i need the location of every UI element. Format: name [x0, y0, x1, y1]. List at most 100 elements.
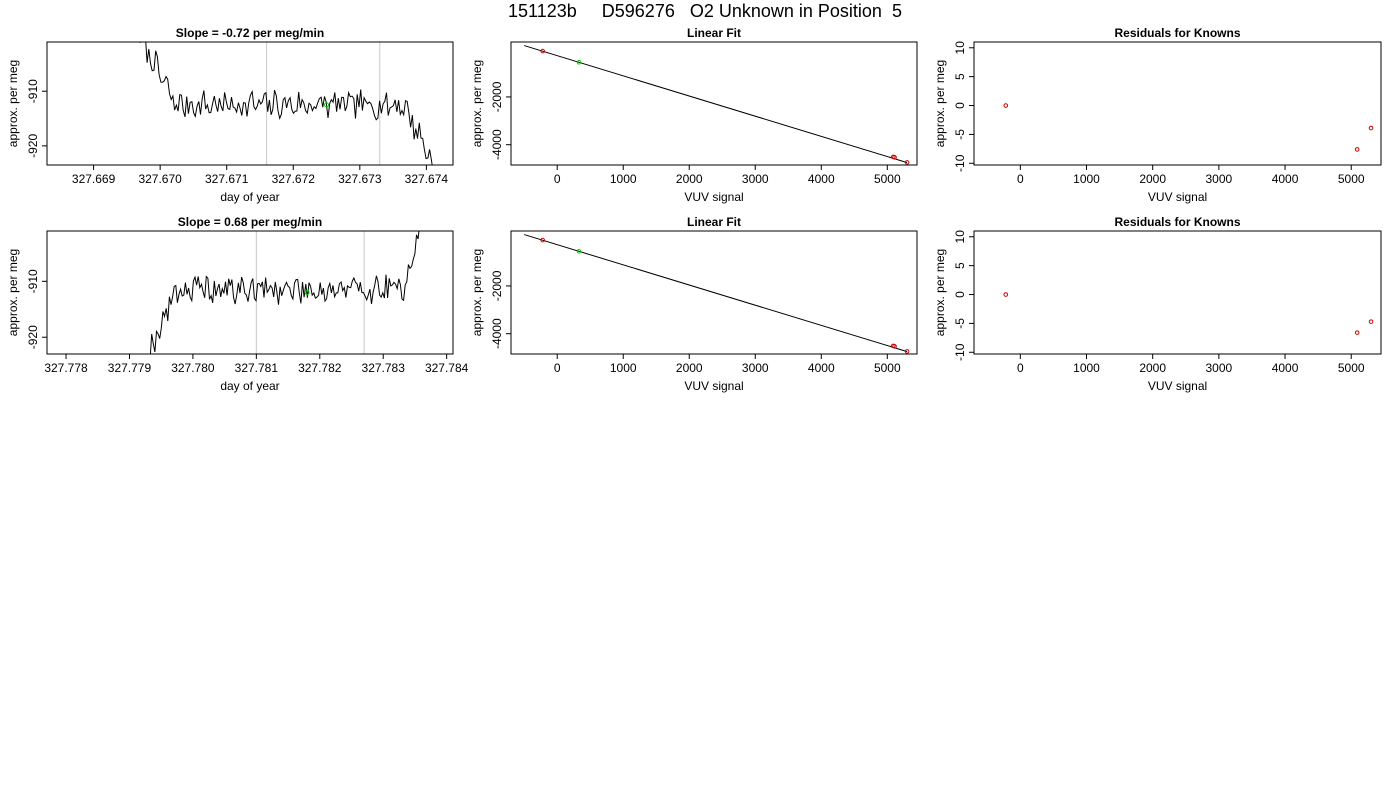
y-axis-label: approx. per meg	[933, 60, 947, 147]
x-tick-label: 327.781	[235, 361, 279, 375]
x-tick-label: 5000	[1338, 172, 1365, 186]
x-tick-label: 1000	[1073, 172, 1100, 186]
panel-title: Residuals for Knowns	[1114, 215, 1240, 229]
panel-title: Slope = -0.72 per meg/min	[176, 26, 324, 40]
fit-line	[524, 45, 908, 164]
y-tick-label: 5	[953, 73, 967, 80]
y-tick-label: -4000	[490, 318, 504, 349]
plot-frame	[973, 41, 1382, 166]
data-point	[1368, 319, 1374, 324]
y-tick-label: -910	[26, 269, 40, 293]
panel-res2: Residuals for Knowns 0 1000 2000 3000 4000 500…	[933, 215, 1382, 393]
y-tick-label: -920	[26, 325, 40, 349]
x-axis-label: VUV signal	[1148, 190, 1207, 204]
data-point	[576, 249, 582, 254]
plot-area	[524, 234, 910, 354]
x-tick-label: 1000	[610, 172, 637, 186]
y-tick-label: -10	[953, 343, 967, 361]
plot-area	[1003, 292, 1374, 335]
x-axis-label: VUV signal	[684, 190, 743, 204]
panel-res1: Residuals for Knowns 0 1000 2000 3000 4000 500…	[933, 26, 1382, 204]
x-tick-label: 327.669	[72, 172, 116, 186]
y-tick-label: 10	[953, 41, 967, 55]
data-point	[540, 237, 545, 243]
panel-title: Residuals for Knowns	[1114, 26, 1240, 40]
x-tick-label: 4000	[1272, 172, 1299, 186]
x-tick-label: 3000	[742, 172, 769, 186]
unknown-marker	[324, 102, 330, 108]
x-tick-label: 4000	[1272, 361, 1299, 375]
x-tick-label: 327.784	[425, 361, 469, 375]
x-tick-label: 0	[554, 172, 561, 186]
y-tick-label: -2000	[490, 81, 504, 112]
x-tick-label: 327.672	[272, 172, 316, 186]
plot-frame	[973, 230, 1382, 355]
y-axis-label: approx. per meg	[933, 249, 947, 336]
x-tick-label: 4000	[808, 172, 835, 186]
x-tick-label: 5000	[874, 172, 901, 186]
x-tick-label: 5000	[1338, 361, 1365, 375]
y-tick-label: -920	[26, 134, 40, 158]
x-axis-label: day of year	[220, 190, 279, 204]
y-tick-label: -5	[953, 129, 967, 140]
y-tick-label: 0	[953, 102, 967, 109]
plot-area	[149, 231, 420, 354]
data-point	[1368, 125, 1374, 131]
x-tick-label: 3000	[1206, 361, 1233, 375]
x-tick-label: 327.779	[108, 361, 152, 375]
x-tick-label: 2000	[676, 172, 703, 186]
y-axis-label: approx. per meg	[470, 60, 484, 147]
y-tick-label: -4000	[490, 129, 504, 160]
data-point	[540, 48, 545, 54]
panel-fit2: Linear Fit 0 1000 2000 3000 4000 5000 -4000 -200…	[470, 215, 918, 393]
data-point	[904, 349, 910, 354]
x-tick-label: 1000	[610, 361, 637, 375]
x-tick-label: 0	[1017, 172, 1024, 186]
y-tick-label: -910	[26, 79, 40, 103]
plot-frame	[46, 41, 454, 166]
x-tick-label: 327.778	[44, 361, 88, 375]
x-axis-label: VUV signal	[684, 379, 743, 393]
y-tick-label: 5	[953, 262, 967, 269]
x-tick-label: 3000	[742, 361, 769, 375]
plot-frame	[510, 230, 918, 355]
x-tick-label: 2000	[1139, 361, 1166, 375]
plot-area	[524, 45, 910, 165]
x-tick-label: 327.783	[362, 361, 406, 375]
y-tick-label: 10	[953, 230, 967, 244]
x-tick-label: 3000	[1206, 172, 1233, 186]
x-axis-label: VUV signal	[1148, 379, 1207, 393]
x-tick-label: 2000	[676, 361, 703, 375]
x-tick-label: 327.674	[405, 172, 449, 186]
data-point	[1003, 103, 1009, 108]
panel-fit1: Linear Fit 0 1000 2000 3000 4000 5000 -4000 -200…	[470, 26, 918, 204]
unknown-marker	[304, 290, 310, 295]
panel-ts2: Slope = 0.68 per meg/min 327.778 327.779 32…	[6, 215, 469, 393]
data-point	[1003, 292, 1009, 297]
y-axis-label: approx. per meg	[6, 249, 20, 336]
panel-title: Slope = 0.68 per meg/min	[178, 215, 322, 229]
data-point	[904, 160, 910, 165]
panel-title: Linear Fit	[687, 215, 741, 229]
y-tick-label: 0	[953, 291, 967, 298]
data-point	[1354, 147, 1360, 152]
panel-ts1: Slope = -0.72 per meg/min 327.669 327.670 3…	[6, 26, 454, 204]
plot-area	[139, 42, 433, 165]
y-axis-label: approx. per meg	[6, 60, 20, 147]
x-tick-label: 5000	[874, 361, 901, 375]
plot-area	[1003, 103, 1374, 152]
x-tick-label: 0	[1017, 361, 1024, 375]
x-tick-label: 327.673	[338, 172, 382, 186]
x-tick-label: 4000	[808, 361, 835, 375]
y-tick-label: -5	[953, 318, 967, 329]
data-point	[892, 155, 897, 160]
y-tick-label: -10	[953, 154, 967, 172]
data-point	[1354, 330, 1360, 335]
fit-line	[524, 234, 908, 353]
series-line	[149, 231, 420, 354]
x-tick-label: 327.780	[171, 361, 215, 375]
y-tick-label: -2000	[490, 270, 504, 301]
x-axis-label: day of year	[220, 379, 279, 393]
x-tick-label: 0	[554, 361, 561, 375]
x-tick-label: 327.782	[298, 361, 342, 375]
